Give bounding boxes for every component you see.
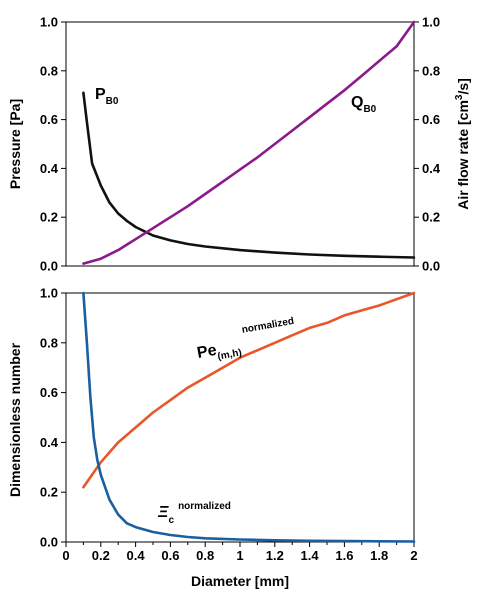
top-y-tick-label: 0.0: [40, 259, 58, 274]
top-y2-tick-label: 0.2: [422, 210, 440, 225]
bottom-y-axis-label: Dimensionless number: [7, 342, 23, 497]
top-panel: 0.0 0.2 0.4 0.6 0.8 1.0 0.0 0.2 0.4 0.6 0.8 1.0 Pr…: [7, 15, 471, 274]
bottom-y-tick-label: 0.6: [40, 385, 58, 400]
top-y2-tick-label: 0.0: [422, 259, 440, 274]
bottom-x-axis: 0 0.2 0.4 0.6 0.8 1 1.2 1.4 1.6 1.8 2: [62, 542, 418, 563]
bottom-x-tick-label: 1: [236, 548, 243, 563]
pe-series-label: Pe(m,h)normalized: [194, 316, 299, 366]
top-left-axis: 0.0 0.2 0.4 0.6 0.8 1.0: [40, 15, 66, 274]
bottom-x-axis-label: Diameter [mm]: [191, 573, 289, 589]
bottom-x-tick-label: 1.2: [266, 548, 284, 563]
bottom-x-tick-label: 0.2: [92, 548, 110, 563]
bottom-y-tick-label: 0.0: [40, 535, 58, 550]
pe-line: [82, 291, 416, 489]
top-y-tick-label: 0.4: [40, 161, 59, 176]
bottom-panel: 0.0 0.2 0.4 0.6 0.8 1.0 0 0.2 0.4 0.6 0.8 1 1.2 1.4 1…: [7, 286, 418, 590]
pb0-line: [82, 91, 416, 259]
pb0-series-label: PB0: [95, 86, 119, 107]
top-y-axis-label: Pressure [Pa]: [7, 99, 23, 189]
bottom-x-tick-label: 0: [62, 548, 69, 563]
top-y-tick-label: 0.8: [40, 63, 58, 78]
bottom-x-tick-label: 0.6: [161, 548, 179, 563]
bottom-plot-frame: [65, 292, 415, 543]
bottom-x-tick-label: 0.4: [127, 548, 146, 563]
bottom-series-lines: [82, 291, 416, 543]
top-y2-tick-label: 1.0: [422, 15, 440, 30]
top-y2-tick-label: 0.8: [422, 63, 440, 78]
bottom-y-tick-label: 0.4: [40, 435, 59, 450]
qb0-series-label: QB0: [351, 94, 377, 115]
xi-line: [82, 291, 416, 543]
bottom-x-tick-label: 1.4: [301, 548, 320, 563]
bottom-y-tick-label: 0.2: [40, 485, 58, 500]
bottom-x-tick-label: 1.8: [370, 548, 388, 563]
bottom-y-tick-label: 0.8: [40, 335, 58, 350]
xi-series-label: Ξcnormalized: [157, 501, 231, 526]
qb0-line: [82, 20, 416, 265]
top-y2-axis-label: Air flow rate [cm3/s]: [454, 78, 471, 210]
svg-text:Pe(m,h)normalized: Pe(m,h)normalized: [194, 316, 299, 366]
bottom-left-axis: 0.0 0.2 0.4 0.6 0.8 1.0: [40, 286, 66, 550]
bottom-x-tick-label: 2: [410, 548, 417, 563]
top-series-lines: [82, 20, 416, 265]
top-y-tick-label: 1.0: [40, 15, 58, 30]
top-plot-frame: [65, 21, 415, 267]
top-y-tick-label: 0.2: [40, 210, 58, 225]
bottom-y-tick-label: 1.0: [40, 286, 58, 301]
top-y2-tick-label: 0.6: [422, 112, 440, 127]
top-y2-tick-label: 0.4: [422, 161, 441, 176]
top-right-axis: 0.0 0.2 0.4 0.6 0.8 1.0: [414, 15, 441, 274]
top-y-tick-label: 0.6: [40, 112, 58, 127]
bottom-x-tick-label: 0.8: [196, 548, 214, 563]
bottom-x-tick-label: 1.6: [335, 548, 353, 563]
